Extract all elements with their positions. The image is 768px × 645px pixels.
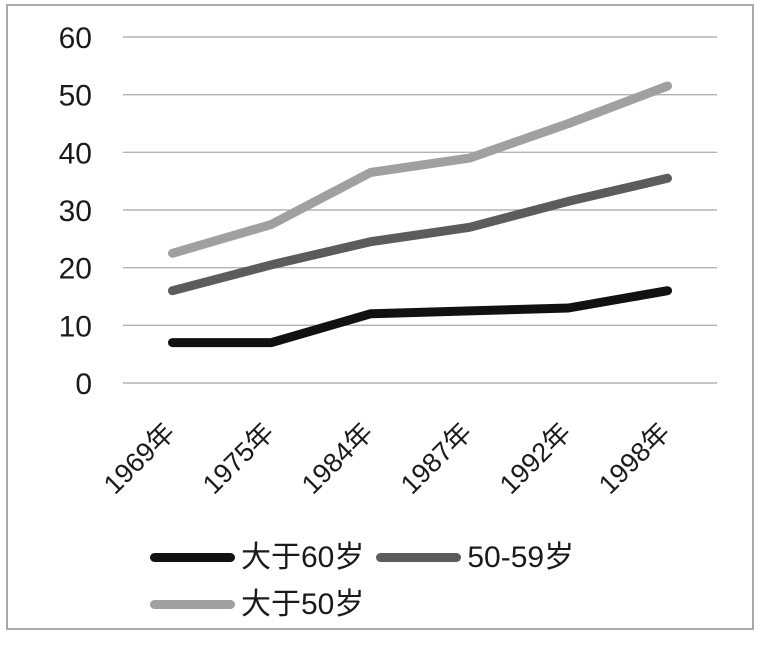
y-tick-label: 60 <box>59 22 92 55</box>
gridlines <box>123 36 717 384</box>
legend-swatch-icon <box>376 553 462 562</box>
y-tick-label: 40 <box>59 137 92 170</box>
series-line-0 <box>168 286 672 348</box>
legend-label: 大于50岁 <box>241 588 365 621</box>
series-line-2 <box>168 81 672 258</box>
y-tick-label: 0 <box>75 368 92 401</box>
x-axis-label: 1987年 <box>395 417 478 500</box>
x-axis-label: 1969年 <box>98 417 181 500</box>
y-tick-label: 10 <box>59 310 92 343</box>
y-tick-label: 20 <box>59 253 92 286</box>
legend-item-2: 大于50岁 <box>150 588 364 621</box>
y-tick-label: 30 <box>59 195 92 228</box>
legend: 大于60岁 50-59岁大于50岁 <box>150 541 630 621</box>
y-axis-tick-labels: 0 10 20 30 40 50 60 <box>59 22 92 401</box>
series-line-1 <box>168 173 672 296</box>
x-axis-label: 1998年 <box>593 417 676 500</box>
x-axis-label: 1975年 <box>197 417 280 500</box>
y-tick-label: 50 <box>59 80 92 113</box>
x-axis-tick-labels: 1969年 1975年 1984年 1987年 1992年 1998年 <box>98 417 676 500</box>
legend-label: 大于60岁 <box>241 541 365 574</box>
legend-label: 50-59岁 <box>467 541 575 574</box>
legend-swatch-icon <box>150 553 235 562</box>
line-chart: 0 10 20 30 40 50 60 1969年 1975年 1984年 1987年 1992年 1… <box>59 22 717 500</box>
legend-item-0: 大于60岁 <box>150 541 364 574</box>
x-axis-label: 1984年 <box>296 417 379 500</box>
legend-item-1: 50-59岁 <box>376 541 574 574</box>
series-lines <box>168 81 672 348</box>
x-axis-label: 1992年 <box>494 417 577 500</box>
legend-swatch-icon <box>150 600 235 609</box>
